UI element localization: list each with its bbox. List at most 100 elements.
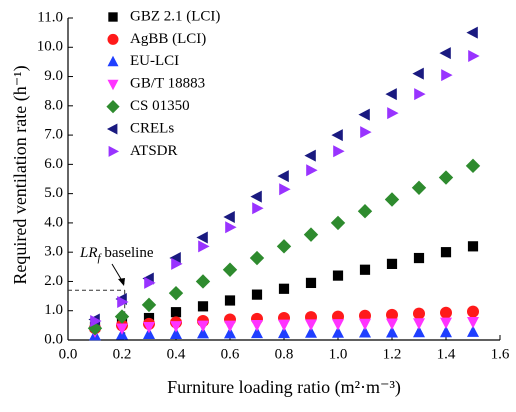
marker	[251, 319, 263, 332]
y-tick-label: 5.0	[44, 185, 63, 201]
marker	[466, 26, 478, 39]
marker	[141, 297, 157, 313]
marker	[332, 326, 344, 338]
marker	[224, 326, 236, 339]
marker	[413, 252, 425, 264]
marker	[332, 270, 344, 281]
marker	[108, 145, 120, 157]
marker	[223, 211, 235, 224]
marker	[276, 239, 292, 254]
marker	[278, 326, 290, 339]
marker	[250, 190, 262, 203]
legend-label: GB/T 18883	[130, 76, 205, 92]
annotation-arrowhead	[118, 278, 125, 286]
marker	[277, 170, 289, 183]
marker	[359, 309, 371, 322]
marker	[467, 241, 479, 252]
y-tick-label: 11.0	[37, 9, 63, 25]
annotation-rest: baseline	[101, 245, 154, 261]
x-tick-label: 0.6	[221, 346, 240, 362]
marker	[171, 257, 183, 270]
marker	[251, 289, 263, 300]
x-tick-label: 1.2	[383, 346, 402, 362]
marker	[168, 285, 184, 301]
marker	[197, 301, 209, 312]
marker	[333, 145, 345, 158]
y-axis-label: Required ventilation rate (h⁻¹)	[10, 65, 31, 284]
legend-label: ATSDR	[130, 143, 178, 159]
marker	[225, 221, 237, 234]
marker	[90, 314, 102, 327]
marker	[360, 126, 372, 139]
marker	[413, 325, 425, 338]
marker	[357, 204, 373, 219]
marker	[143, 322, 155, 334]
marker	[359, 326, 371, 338]
y-tick-label: 7.0	[44, 127, 63, 143]
marker	[359, 318, 371, 331]
legend-label: EU-LCI	[130, 53, 179, 69]
y-tick-label: 3.0	[44, 244, 63, 260]
marker	[386, 318, 398, 330]
marker	[114, 309, 130, 324]
marker	[106, 100, 120, 114]
marker	[305, 326, 317, 338]
marker	[412, 67, 424, 80]
marker	[330, 215, 346, 231]
marker	[303, 227, 319, 242]
y-tick-label: 9.0	[44, 68, 63, 84]
marker	[249, 250, 265, 266]
marker	[385, 88, 397, 101]
marker	[107, 55, 119, 67]
marker	[197, 326, 209, 339]
marker	[224, 320, 236, 332]
x-tick-label: 0.2	[113, 346, 132, 362]
y-tick-label: 1.0	[44, 302, 63, 318]
annotation-main: LR	[79, 245, 98, 261]
marker	[331, 129, 343, 142]
marker	[386, 308, 398, 321]
marker	[440, 247, 452, 258]
marker	[440, 325, 452, 338]
marker	[384, 192, 400, 207]
y-tick-label: 10.0	[37, 39, 63, 55]
marker	[306, 164, 318, 177]
marker	[116, 323, 128, 335]
marker	[279, 183, 291, 196]
marker	[440, 306, 452, 319]
marker	[170, 307, 182, 318]
marker	[467, 325, 479, 337]
marker	[304, 149, 316, 162]
x-tick-label: 1.4	[437, 346, 456, 362]
y-tick-label: 4.0	[44, 214, 63, 230]
marker	[198, 240, 210, 253]
marker	[411, 180, 427, 195]
marker	[465, 158, 481, 174]
marker	[222, 262, 238, 277]
marker	[386, 258, 398, 269]
y-tick-label: 0.0	[44, 331, 63, 347]
marker	[117, 295, 129, 308]
annotation: LRf baseline	[79, 245, 154, 263]
legend-label: CRELs	[130, 120, 174, 136]
marker	[413, 318, 425, 330]
legend-label: GBZ 2.1 (LCI)	[130, 8, 220, 24]
marker	[251, 326, 263, 339]
x-tick-label: 0.0	[59, 346, 78, 362]
y-tick-label: 2.0	[44, 273, 63, 289]
marker	[386, 326, 398, 338]
marker	[414, 88, 426, 101]
marker	[196, 231, 208, 244]
marker	[387, 107, 399, 120]
legend-label: AgBB (LCI)	[130, 31, 206, 47]
marker	[224, 295, 236, 306]
annotation-sub: f	[98, 252, 103, 264]
marker	[197, 320, 209, 332]
x-axis-label: Furniture loading ratio (m²·m⁻³)	[167, 377, 401, 398]
marker	[438, 170, 454, 185]
y-tick-label: 6.0	[44, 156, 63, 172]
marker	[440, 317, 452, 330]
marker	[468, 50, 480, 63]
